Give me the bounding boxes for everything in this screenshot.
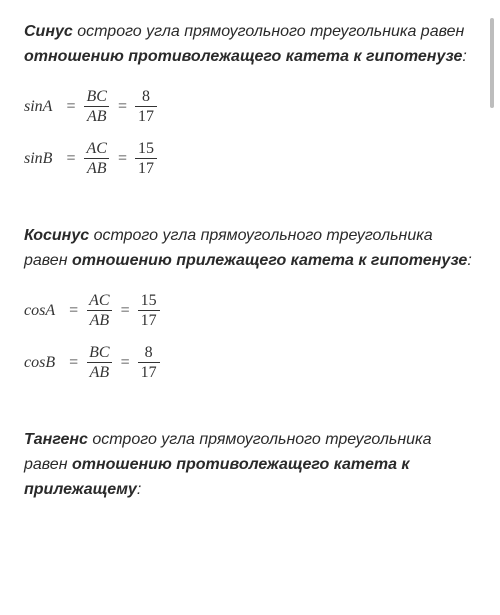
cosB-denominator: AB [87,362,113,382]
cosA-value: 15 17 [138,292,160,330]
sine-definition: Синус острого угла прямоугольного треуго… [24,20,476,70]
cosA-value-num: 15 [138,292,160,311]
sine-formulas: sinA = BC AB = 8 17 sinB = AC AB = 15 17 [24,88,476,178]
sinA-numerator: BC [83,88,109,107]
sinA-value-den: 17 [135,106,157,126]
formula-sinB: sinB = AC AB = 15 17 [24,140,476,178]
tangent-term: Тангенс [24,431,88,448]
equals-sign: = [66,150,75,168]
equals-sign: = [118,98,127,116]
section-tangent: Тангенс острого угла прямоугольного треу… [24,428,476,502]
section-sine: Синус острого угла прямоугольного треуго… [24,20,476,178]
cosA-numerator: AC [86,292,112,311]
equals-sign: = [69,302,78,320]
equals-sign: = [121,302,130,320]
sinA-value: 8 17 [135,88,157,126]
sinB-fn: sinB [24,150,52,168]
formula-sinA: sinA = BC AB = 8 17 [24,88,476,126]
sinB-value-num: 15 [135,140,157,159]
sine-def-end: : [462,48,466,65]
sinA-fn: sinA [24,98,52,116]
cosB-value: 8 17 [138,344,160,382]
sinB-value: 15 17 [135,140,157,178]
sinA-value-num: 8 [139,88,153,107]
sinB-value-den: 17 [135,158,157,178]
cosB-value-num: 8 [142,344,156,363]
tangent-def-ratio: отношению противолежащего катета к приле… [24,456,410,498]
cosB-numerator: BC [86,344,112,363]
sinA-denominator: AB [84,106,110,126]
formula-cosB: cosB = BC AB = 8 17 [24,344,476,382]
cosB-fraction: BC AB [86,344,112,382]
tangent-def-end: : [137,481,141,498]
formula-cosA: cosA = AC AB = 15 17 [24,292,476,330]
scrollbar[interactable] [490,18,494,108]
sinB-numerator: AC [83,140,109,159]
equals-sign: = [118,150,127,168]
sinA-fraction: BC AB [83,88,109,126]
sine-def-mid: острого угла прямоугольного треугольника… [73,23,465,40]
equals-sign: = [66,98,75,116]
cosA-fn: cosA [24,302,55,320]
section-cosine: Косинус острого угла прямоугольного треу… [24,224,476,382]
cosB-value-den: 17 [138,362,160,382]
cosA-value-den: 17 [138,310,160,330]
cosine-definition: Косинус острого угла прямоугольного треу… [24,224,476,274]
cosine-def-ratio: отношению прилежащего катета к гипотенуз… [72,252,467,269]
sine-def-ratio: отношению противолежащего катета к гипот… [24,48,462,65]
sinB-denominator: AB [84,158,110,178]
cosA-fraction: AC AB [86,292,112,330]
tangent-definition: Тангенс острого угла прямоугольного треу… [24,428,476,502]
equals-sign: = [121,354,130,372]
cosB-fn: cosB [24,354,55,372]
sinB-fraction: AC AB [83,140,109,178]
cosine-def-end: : [467,252,471,269]
sine-term: Синус [24,23,73,40]
cosine-formulas: cosA = AC AB = 15 17 cosB = BC AB = 8 17 [24,292,476,382]
cosA-denominator: AB [87,310,113,330]
equals-sign: = [69,354,78,372]
cosine-term: Косинус [24,227,89,244]
